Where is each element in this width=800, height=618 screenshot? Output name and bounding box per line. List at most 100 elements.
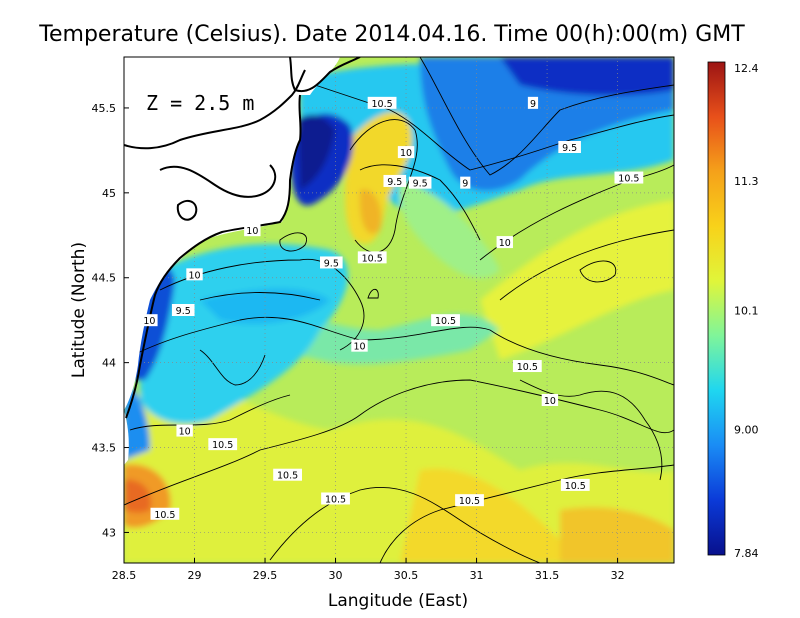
contour-label: 10.5: [618, 174, 639, 185]
contour-label-bg: [527, 96, 539, 109]
contour-label-bg: [455, 494, 484, 507]
y-tick-label: 45: [102, 187, 116, 200]
contour-line: [479, 164, 674, 261]
contour-line: [499, 229, 674, 301]
x-axis: 28.5 29 29.5 30 30.5 31 31.5 32: [112, 558, 625, 582]
contour-label: 10.5: [277, 471, 298, 482]
warm-corner-core: [124, 479, 151, 513]
contour-label: 10: [179, 427, 191, 438]
contour-label: 10: [499, 238, 511, 249]
contour-label: 10.5: [517, 362, 538, 373]
contour-label: 10: [246, 226, 258, 237]
y-tick-label: 43.5: [92, 442, 117, 455]
contour-label-bg: [408, 176, 432, 189]
contour-label-bg: [176, 424, 193, 437]
contour-label: 10.5: [362, 253, 383, 264]
contour-label: 9.5: [562, 143, 577, 154]
contour-label: 9.5: [387, 177, 402, 188]
contour-label-bg: [383, 174, 407, 187]
warm-tongue-core: [359, 189, 382, 234]
x-tick-label: 29: [188, 569, 202, 582]
contour-label: 10: [188, 270, 200, 281]
contour-label: 10: [353, 342, 365, 353]
coastline: [125, 94, 302, 419]
contour-line: [579, 260, 617, 283]
contour-label: 10.5: [212, 440, 233, 451]
contour-label: 10.5: [371, 99, 392, 110]
contour-labels: 10.5 9 9.5 10 9.5 9.5 9 10.5 10 10 10.5 9.5 10 9.5 10 1…: [141, 96, 644, 521]
contour-label-bg: [171, 304, 195, 316]
contour-label-bg: [321, 492, 350, 505]
depth-annotation: Z = 2.5 m: [146, 91, 254, 115]
contour-label: 10.5: [435, 316, 456, 327]
contour-label-bg: [150, 507, 180, 520]
contour-line: [124, 379, 674, 506]
plot-area: 10.5 9 9.5 10 9.5 9.5 9 10.5 10 10 10.5 9.5 10 9.5 10 1…: [124, 57, 674, 563]
colorbar-tick-label: 11.3: [734, 175, 759, 188]
y-axis-label: Latitude (North): [69, 242, 89, 378]
x-axis-label: Langitude (East): [328, 591, 468, 611]
temperature-patches: [124, 57, 674, 563]
mild-zone-center: [399, 180, 500, 279]
contour-line: [299, 79, 674, 171]
coastline: [289, 57, 361, 93]
contour-label-bg: [273, 468, 302, 481]
land-area-south: [124, 410, 129, 465]
contour-label-bg: [460, 176, 471, 189]
x-tick-label: 31: [470, 569, 484, 582]
contour-lines: [124, 57, 674, 563]
colorbar-tick-label: 7.84: [734, 547, 759, 560]
contour-line: [519, 379, 663, 481]
colorbar-tick-label: 12.4: [734, 62, 759, 75]
x-tick-label: 32: [611, 569, 625, 582]
x-tick-label: 30: [329, 569, 343, 582]
warm-patch-southeast: [560, 507, 674, 563]
contour-label: 10: [544, 396, 556, 407]
colorbar-tick-label: 9.00: [734, 424, 759, 437]
contour-label-bg: [320, 256, 343, 269]
contour-label-bg: [397, 146, 415, 159]
coastline: [159, 164, 277, 198]
contour-label-bg: [431, 314, 460, 327]
contour-label-bg: [141, 314, 158, 327]
contour-label-bg: [560, 478, 590, 491]
x-tick-label: 30.5: [394, 569, 419, 582]
colorbar-ticks: 12.4 11.3 10.1 9.00 7.84: [734, 62, 759, 560]
contour-line: [129, 394, 291, 431]
colorbar-tick-label: 10.1: [734, 305, 759, 318]
contour-label: 10.5: [459, 496, 480, 507]
contour-line: [367, 288, 379, 299]
contour-label-bg: [186, 268, 203, 281]
contour-label: 10.5: [154, 510, 175, 521]
contour-line: [269, 486, 541, 563]
contour-label-bg: [496, 236, 513, 249]
colorbar-gradient: [707, 61, 726, 556]
contour-label: 10.5: [565, 481, 586, 492]
contour-label: 9.5: [176, 306, 191, 317]
contour-label-bg: [512, 360, 542, 373]
contour-line: [124, 316, 674, 386]
contour-label-bg: [351, 339, 368, 352]
contour-label-bg: [244, 224, 261, 237]
x-tick-label: 28.5: [112, 569, 137, 582]
land-area-north: [300, 57, 340, 95]
contour-line: [199, 292, 321, 301]
warm-patch-south: [400, 468, 560, 563]
contour-line: [349, 119, 418, 253]
contour-label-bg: [367, 96, 397, 109]
x-tick-label: 31.5: [535, 569, 560, 582]
map-title: Temperature (Celsius). Date 2014.04.16. …: [38, 22, 745, 47]
y-tick-label: 43: [102, 526, 116, 539]
x-tick-label: 29.5: [253, 569, 278, 582]
contour-label-bg: [541, 393, 559, 406]
cool-zone-west: [140, 244, 349, 424]
contour-label: 9.5: [324, 258, 339, 269]
cold-core-north: [500, 57, 674, 96]
land-mask: [124, 57, 361, 465]
colorbar: 12.4 11.3 10.1 9.00 7.84: [707, 61, 759, 560]
contour-label-bg: [208, 438, 238, 451]
contour-label-bg: [558, 140, 581, 153]
coastline: [176, 199, 198, 221]
contour-label: 10.5: [325, 494, 346, 505]
contour-line: [279, 232, 307, 252]
